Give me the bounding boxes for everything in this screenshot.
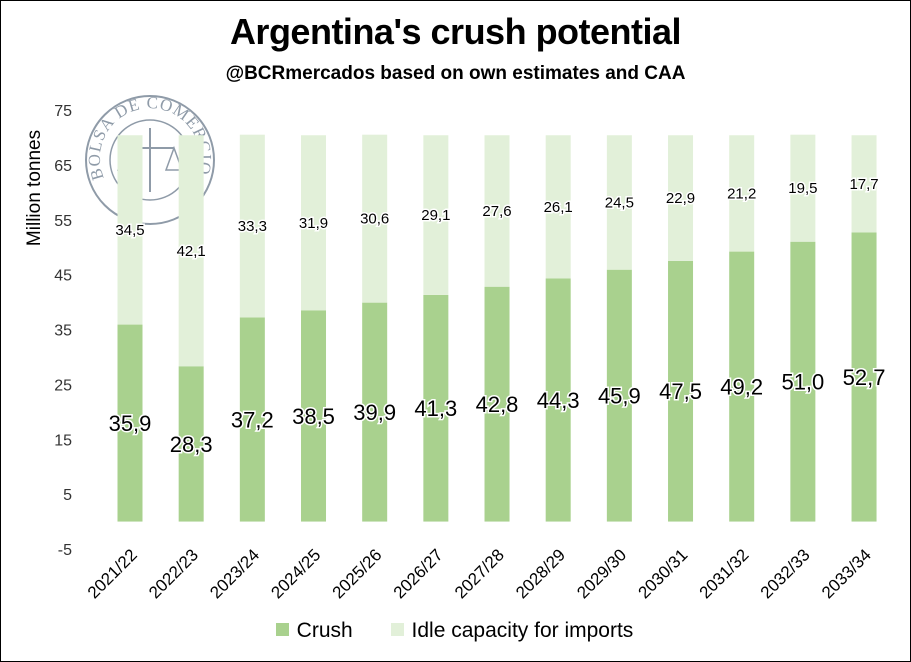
data-label-crush: 41,3	[414, 396, 457, 421]
legend-swatch-crush	[275, 623, 289, 636]
data-label-idle: 19,5	[788, 180, 817, 197]
bar-crush	[668, 260, 694, 522]
bar-idle	[178, 135, 204, 367]
data-label-crush: 45,9	[598, 384, 641, 409]
bar-crush	[178, 366, 204, 522]
data-label-idle: 29,1	[421, 207, 450, 224]
bar-idle	[117, 135, 143, 325]
bar-idle	[790, 134, 816, 242]
data-label-crush: 49,2	[720, 375, 763, 400]
data-label-crush: 38,5	[292, 404, 335, 429]
bar-idle	[362, 134, 388, 303]
y-tick-label: 25	[54, 377, 72, 394]
y-tick-label: 45	[54, 268, 72, 285]
x-tick-label: 2027/28	[451, 545, 508, 602]
x-tick-label: 2025/26	[329, 545, 386, 602]
bar-idle	[851, 135, 877, 233]
legend-label-crush: Crush	[296, 619, 353, 642]
data-label-crush: 44,3	[537, 388, 580, 413]
bar-crush	[545, 278, 571, 522]
data-label-idle: 33,3	[238, 218, 267, 235]
data-label-crush: 52,7	[843, 365, 886, 390]
bar-crush	[790, 241, 816, 522]
data-label-idle: 27,6	[482, 203, 511, 220]
bar-crush	[301, 310, 327, 522]
legend: Crush Idle capacity for imports	[0, 619, 909, 643]
data-label-crush: 35,9	[109, 411, 152, 436]
data-label-idle: 42,1	[177, 243, 206, 260]
chart-subtitle: @BCRmercados based on own estimates and …	[225, 63, 686, 84]
y-axis: -5 5 15 25 35 45 55 65 75 Million tonnes	[24, 103, 72, 559]
bar-crush	[117, 324, 143, 522]
y-tick-label: 65	[54, 158, 72, 175]
y-tick-label: 75	[54, 103, 72, 120]
data-label-crush: 28,3	[170, 432, 213, 457]
y-tick-label: 5	[63, 487, 72, 504]
data-label-crush: 51,0	[781, 370, 824, 395]
x-tick-label: 2024/25	[267, 545, 324, 602]
bar-crush	[423, 294, 449, 522]
x-tick-label: 2032/33	[757, 545, 814, 602]
y-tick-label: 15	[54, 432, 72, 449]
x-tick-label: 2028/29	[512, 545, 569, 602]
legend-item-idle: Idle capacity for imports	[390, 619, 634, 643]
data-label-idle: 24,5	[605, 194, 634, 211]
data-label-idle: 21,2	[727, 185, 756, 202]
bar-idle	[729, 135, 755, 252]
x-tick-label: 2026/27	[390, 545, 447, 602]
legend-item-crush: Crush	[275, 619, 353, 643]
bar-crush	[239, 317, 265, 522]
x-tick-label: 2030/31	[634, 545, 691, 602]
data-label-idle: 26,1	[544, 199, 573, 216]
data-label-crush: 37,2	[231, 407, 274, 432]
legend-label-idle: Idle capacity for imports	[411, 619, 634, 642]
y-tick-label: 55	[54, 213, 72, 230]
x-tick-label: 2021/22	[84, 545, 141, 602]
bar-idle	[484, 135, 510, 287]
data-label-crush: 42,8	[476, 392, 519, 417]
data-label-idle: 31,9	[299, 215, 328, 232]
data-label-crush: 47,5	[659, 379, 702, 404]
data-label-idle: 34,5	[115, 222, 144, 239]
data-label-crush: 39,9	[353, 400, 396, 425]
x-tick-label: 2022/23	[145, 545, 202, 602]
bar-crush	[606, 269, 632, 522]
bar-crush	[362, 302, 388, 522]
data-label-idle: 30,6	[360, 211, 389, 228]
x-tick-label: 2033/34	[818, 545, 875, 602]
bar-idle	[545, 135, 571, 279]
legend-swatch-idle	[390, 623, 404, 636]
x-tick-label: 2029/30	[573, 545, 630, 602]
data-label-idle: 22,9	[666, 190, 695, 207]
bar-crush	[729, 251, 755, 522]
bars	[117, 134, 877, 522]
chart-title: Argentina's crush potential	[229, 11, 682, 52]
bar-idle	[606, 135, 632, 270]
x-tick-label: 2023/24	[206, 545, 263, 602]
x-tick-label: 2031/32	[696, 545, 753, 602]
bar-idle	[668, 135, 694, 261]
y-tick-label: -5	[58, 542, 72, 559]
data-label-idle: 17,7	[849, 176, 878, 193]
bar-crush	[484, 286, 510, 522]
x-axis: 2021/22 2022/23 2023/24 2024/25 2025/26 2026/…	[84, 545, 875, 602]
y-axis-title: Million tonnes	[24, 130, 45, 246]
bar-idle	[301, 135, 327, 311]
bar-idle	[239, 134, 265, 318]
bar-crush	[851, 232, 877, 522]
data-labels: 35,9 34,5 28,3 42,1 37,2 33,3 38,5 31,9 39,9 30,6…	[107, 174, 887, 458]
y-tick-label: 35	[54, 323, 72, 340]
bar-idle	[423, 135, 449, 295]
